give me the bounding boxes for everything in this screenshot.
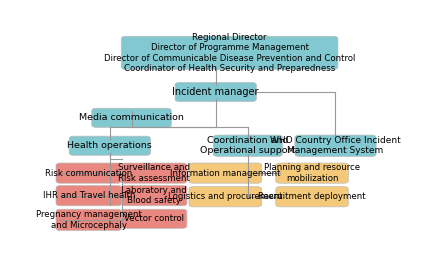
FancyBboxPatch shape — [92, 108, 171, 127]
FancyBboxPatch shape — [213, 135, 282, 156]
Text: WHO Country Office Incident
Management System: WHO Country Office Incident Management S… — [270, 136, 401, 155]
FancyBboxPatch shape — [56, 209, 121, 230]
FancyBboxPatch shape — [69, 136, 151, 155]
FancyBboxPatch shape — [295, 135, 376, 156]
Text: Information management: Information management — [170, 169, 280, 178]
Text: Laboratory and
Blood safety: Laboratory and Blood safety — [121, 186, 187, 205]
FancyBboxPatch shape — [189, 187, 262, 207]
FancyBboxPatch shape — [121, 186, 187, 206]
FancyBboxPatch shape — [56, 163, 121, 183]
Text: IHR and Travel health: IHR and Travel health — [43, 191, 135, 200]
FancyBboxPatch shape — [121, 36, 338, 69]
FancyBboxPatch shape — [276, 163, 349, 183]
Text: Planning and resource
mobilization: Planning and resource mobilization — [264, 163, 360, 183]
FancyBboxPatch shape — [189, 163, 262, 183]
Text: Media communication: Media communication — [79, 113, 184, 122]
FancyBboxPatch shape — [276, 187, 349, 207]
FancyBboxPatch shape — [121, 209, 187, 228]
Text: Coordination and
Operational support: Coordination and Operational support — [200, 136, 295, 155]
FancyBboxPatch shape — [56, 186, 121, 206]
FancyBboxPatch shape — [121, 163, 187, 183]
Text: Regional Director
Director of Programme Management
Director of Communicable Dise: Regional Director Director of Programme … — [104, 33, 355, 73]
Text: Surveillance and
Risk assessment: Surveillance and Risk assessment — [118, 163, 190, 183]
Text: Recruitment deployment: Recruitment deployment — [258, 192, 366, 201]
FancyBboxPatch shape — [175, 83, 256, 102]
Text: Vector control: Vector control — [124, 214, 184, 223]
Text: Health operations: Health operations — [68, 141, 152, 150]
Text: Logistics and procurement: Logistics and procurement — [168, 192, 283, 201]
Text: Incident manager: Incident manager — [172, 87, 259, 97]
Text: Pregnancy management
and Microcephaly: Pregnancy management and Microcephaly — [36, 210, 142, 230]
Text: Risk communication: Risk communication — [45, 169, 133, 178]
